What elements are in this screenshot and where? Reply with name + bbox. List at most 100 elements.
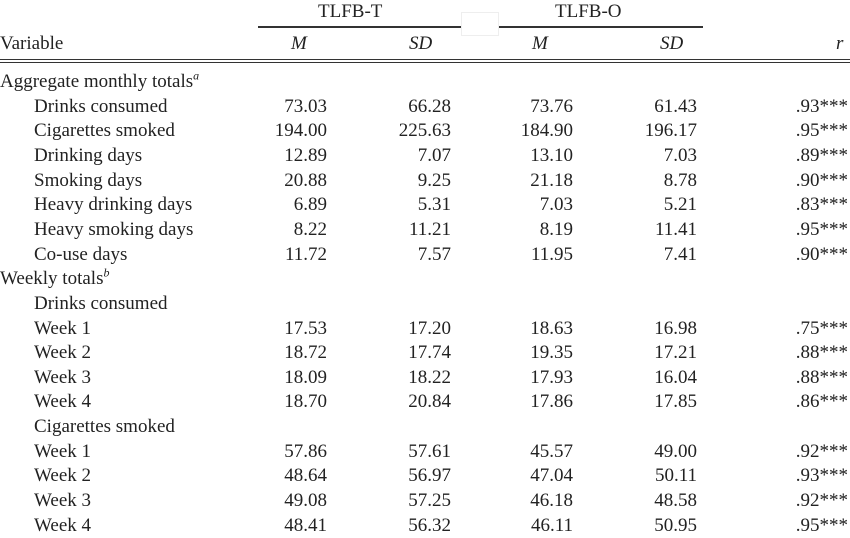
cell-m-tlfb-t: 20.88 [284, 169, 327, 191]
cell-variable: Drinks consumed [34, 95, 168, 117]
cell-sd-tlfb-t: 57.61 [408, 440, 451, 462]
cell-m-tlfb-t: 18.72 [284, 342, 327, 364]
cell-r: .93*** [795, 95, 848, 117]
cell-sd-tlfb-t: 225.63 [398, 120, 451, 142]
section-label-text: Weekly totals [0, 268, 104, 290]
cell-m-tlfb-o: 7.03 [539, 194, 573, 216]
cell-sd-tlfb-o: 49.00 [654, 440, 697, 462]
table-row: Cigarettes smoked 194.00 225.63 184.90 1… [0, 119, 850, 143]
cell-sd-tlfb-t: 56.32 [408, 514, 451, 536]
cell-variable: Co-use days [34, 243, 128, 265]
section-label: Aggregate monthly totalsa [0, 70, 199, 94]
header-variable: Variable [0, 33, 64, 54]
cell-r: .88*** [795, 342, 848, 364]
subheader-row: Cigarettes smoked [0, 415, 850, 439]
cell-m-tlfb-o: 46.18 [530, 490, 573, 512]
cell-sd-tlfb-o: 16.04 [654, 366, 697, 388]
cell-sd-tlfb-o: 61.43 [654, 95, 697, 117]
cell-m-tlfb-o: 21.18 [530, 169, 573, 191]
section-header: Weekly totalsb [0, 267, 850, 291]
table-row: Week 2 18.72 17.74 19.35 17.21 .88*** [0, 341, 850, 365]
group-rule-tlfb-o [498, 26, 703, 28]
cell-sd-tlfb-t: 66.28 [408, 95, 451, 117]
cell-m-tlfb-o: 19.35 [530, 342, 573, 364]
table-row: Week 2 48.64 56.97 47.04 50.11 .93*** [0, 464, 850, 488]
footnote-marker: a [193, 68, 200, 83]
table-row: Week 1 17.53 17.20 18.63 16.98 .75*** [0, 317, 850, 341]
header-m-t: M [291, 33, 307, 54]
cell-variable: Smoking days [34, 169, 143, 191]
cell-m-tlfb-t: 6.89 [293, 194, 327, 216]
cell-m-tlfb-o: 47.04 [530, 465, 573, 487]
cell-variable: Heavy smoking days [34, 218, 194, 240]
header-rule-top [0, 59, 850, 60]
cell-r: .93*** [795, 465, 848, 487]
cell-m-tlfb-t: 48.64 [284, 465, 327, 487]
cell-m-tlfb-t: 18.09 [284, 366, 327, 388]
cell-sd-tlfb-o: 17.85 [654, 391, 697, 413]
cell-r: .90*** [795, 169, 848, 191]
cell-sd-tlfb-o: 50.11 [654, 465, 697, 487]
cell-sd-tlfb-t: 17.74 [408, 342, 451, 364]
cell-variable: Week 3 [34, 366, 92, 388]
table-row: Heavy drinking days 6.89 5.31 7.03 5.21 … [0, 193, 850, 217]
table-row: Week 3 18.09 18.22 17.93 16.04 .88*** [0, 366, 850, 390]
cell-variable: Week 3 [34, 490, 92, 512]
cell-variable: Week 1 [34, 440, 92, 462]
cell-r: .75*** [795, 317, 848, 339]
header-m-o: M [532, 33, 548, 54]
cell-r: .88*** [795, 366, 848, 388]
cell-sd-tlfb-o: 7.41 [663, 243, 697, 265]
cell-m-tlfb-o: 17.93 [530, 366, 573, 388]
cell-sd-tlfb-o: 16.98 [654, 317, 697, 339]
cell-m-tlfb-o: 8.19 [539, 218, 573, 240]
subheader-label: Drinks consumed [34, 292, 168, 314]
cell-m-tlfb-o: 73.76 [530, 95, 573, 117]
cell-r: .83*** [795, 194, 848, 216]
cell-sd-tlfb-t: 18.22 [408, 366, 451, 388]
cell-sd-tlfb-t: 9.25 [417, 169, 451, 191]
header-sd-o: SD [660, 33, 684, 54]
cell-m-tlfb-t: 8.22 [293, 218, 327, 240]
cell-sd-tlfb-o: 5.21 [663, 194, 697, 216]
cell-sd-tlfb-t: 7.07 [417, 144, 451, 166]
cell-sd-tlfb-t: 56.97 [408, 465, 451, 487]
cell-sd-tlfb-o: 196.17 [644, 120, 697, 142]
cell-sd-tlfb-t: 57.25 [408, 490, 451, 512]
cell-r: .95*** [795, 218, 848, 240]
table-row: Week 3 49.08 57.25 46.18 48.58 .92*** [0, 489, 850, 513]
footnote-marker: b [103, 265, 110, 280]
cell-r: .86*** [795, 391, 848, 413]
table-row: Week 1 57.86 57.61 45.57 49.00 .92*** [0, 440, 850, 464]
cell-m-tlfb-t: 73.03 [284, 95, 327, 117]
header-sd-t: SD [409, 33, 433, 54]
cell-r: .90*** [795, 243, 848, 265]
cell-m-tlfb-t: 49.08 [284, 490, 327, 512]
table-row: Drinking days 12.89 7.07 13.10 7.03 .89*… [0, 144, 850, 168]
cell-m-tlfb-o: 11.95 [530, 243, 573, 265]
table-row: Week 4 18.70 20.84 17.86 17.85 .86*** [0, 390, 850, 414]
cell-sd-tlfb-o: 8.78 [663, 169, 697, 191]
cell-sd-tlfb-t: 11.21 [408, 218, 451, 240]
cell-sd-tlfb-t: 20.84 [408, 391, 451, 413]
cell-sd-tlfb-t: 7.57 [417, 243, 451, 265]
cell-sd-tlfb-o: 17.21 [654, 342, 697, 364]
cell-variable: Week 2 [34, 342, 92, 364]
cell-m-tlfb-o: 13.10 [530, 144, 573, 166]
subheader-label: Cigarettes smoked [34, 416, 175, 438]
section-header: Aggregate monthly totalsa [0, 70, 850, 94]
cell-r: .89*** [795, 144, 848, 166]
cell-m-tlfb-t: 11.72 [284, 243, 327, 265]
cell-variable: Drinking days [34, 144, 143, 166]
table-row: Drinks consumed 73.03 66.28 73.76 61.43 … [0, 95, 850, 119]
cell-m-tlfb-t: 194.00 [274, 120, 327, 142]
header-r: r [836, 33, 844, 54]
cell-r: .95*** [795, 514, 848, 536]
table-row: Week 4 48.41 56.32 46.11 50.95 .95*** [0, 514, 850, 538]
section-label-text: Aggregate monthly totals [0, 71, 194, 92]
group-rule-tlfb-t [258, 26, 461, 28]
cell-r: .92*** [795, 490, 848, 512]
cell-r: .95*** [795, 120, 848, 142]
cell-variable: Week 2 [34, 465, 92, 487]
subheader-row: Drinks consumed [0, 292, 850, 316]
